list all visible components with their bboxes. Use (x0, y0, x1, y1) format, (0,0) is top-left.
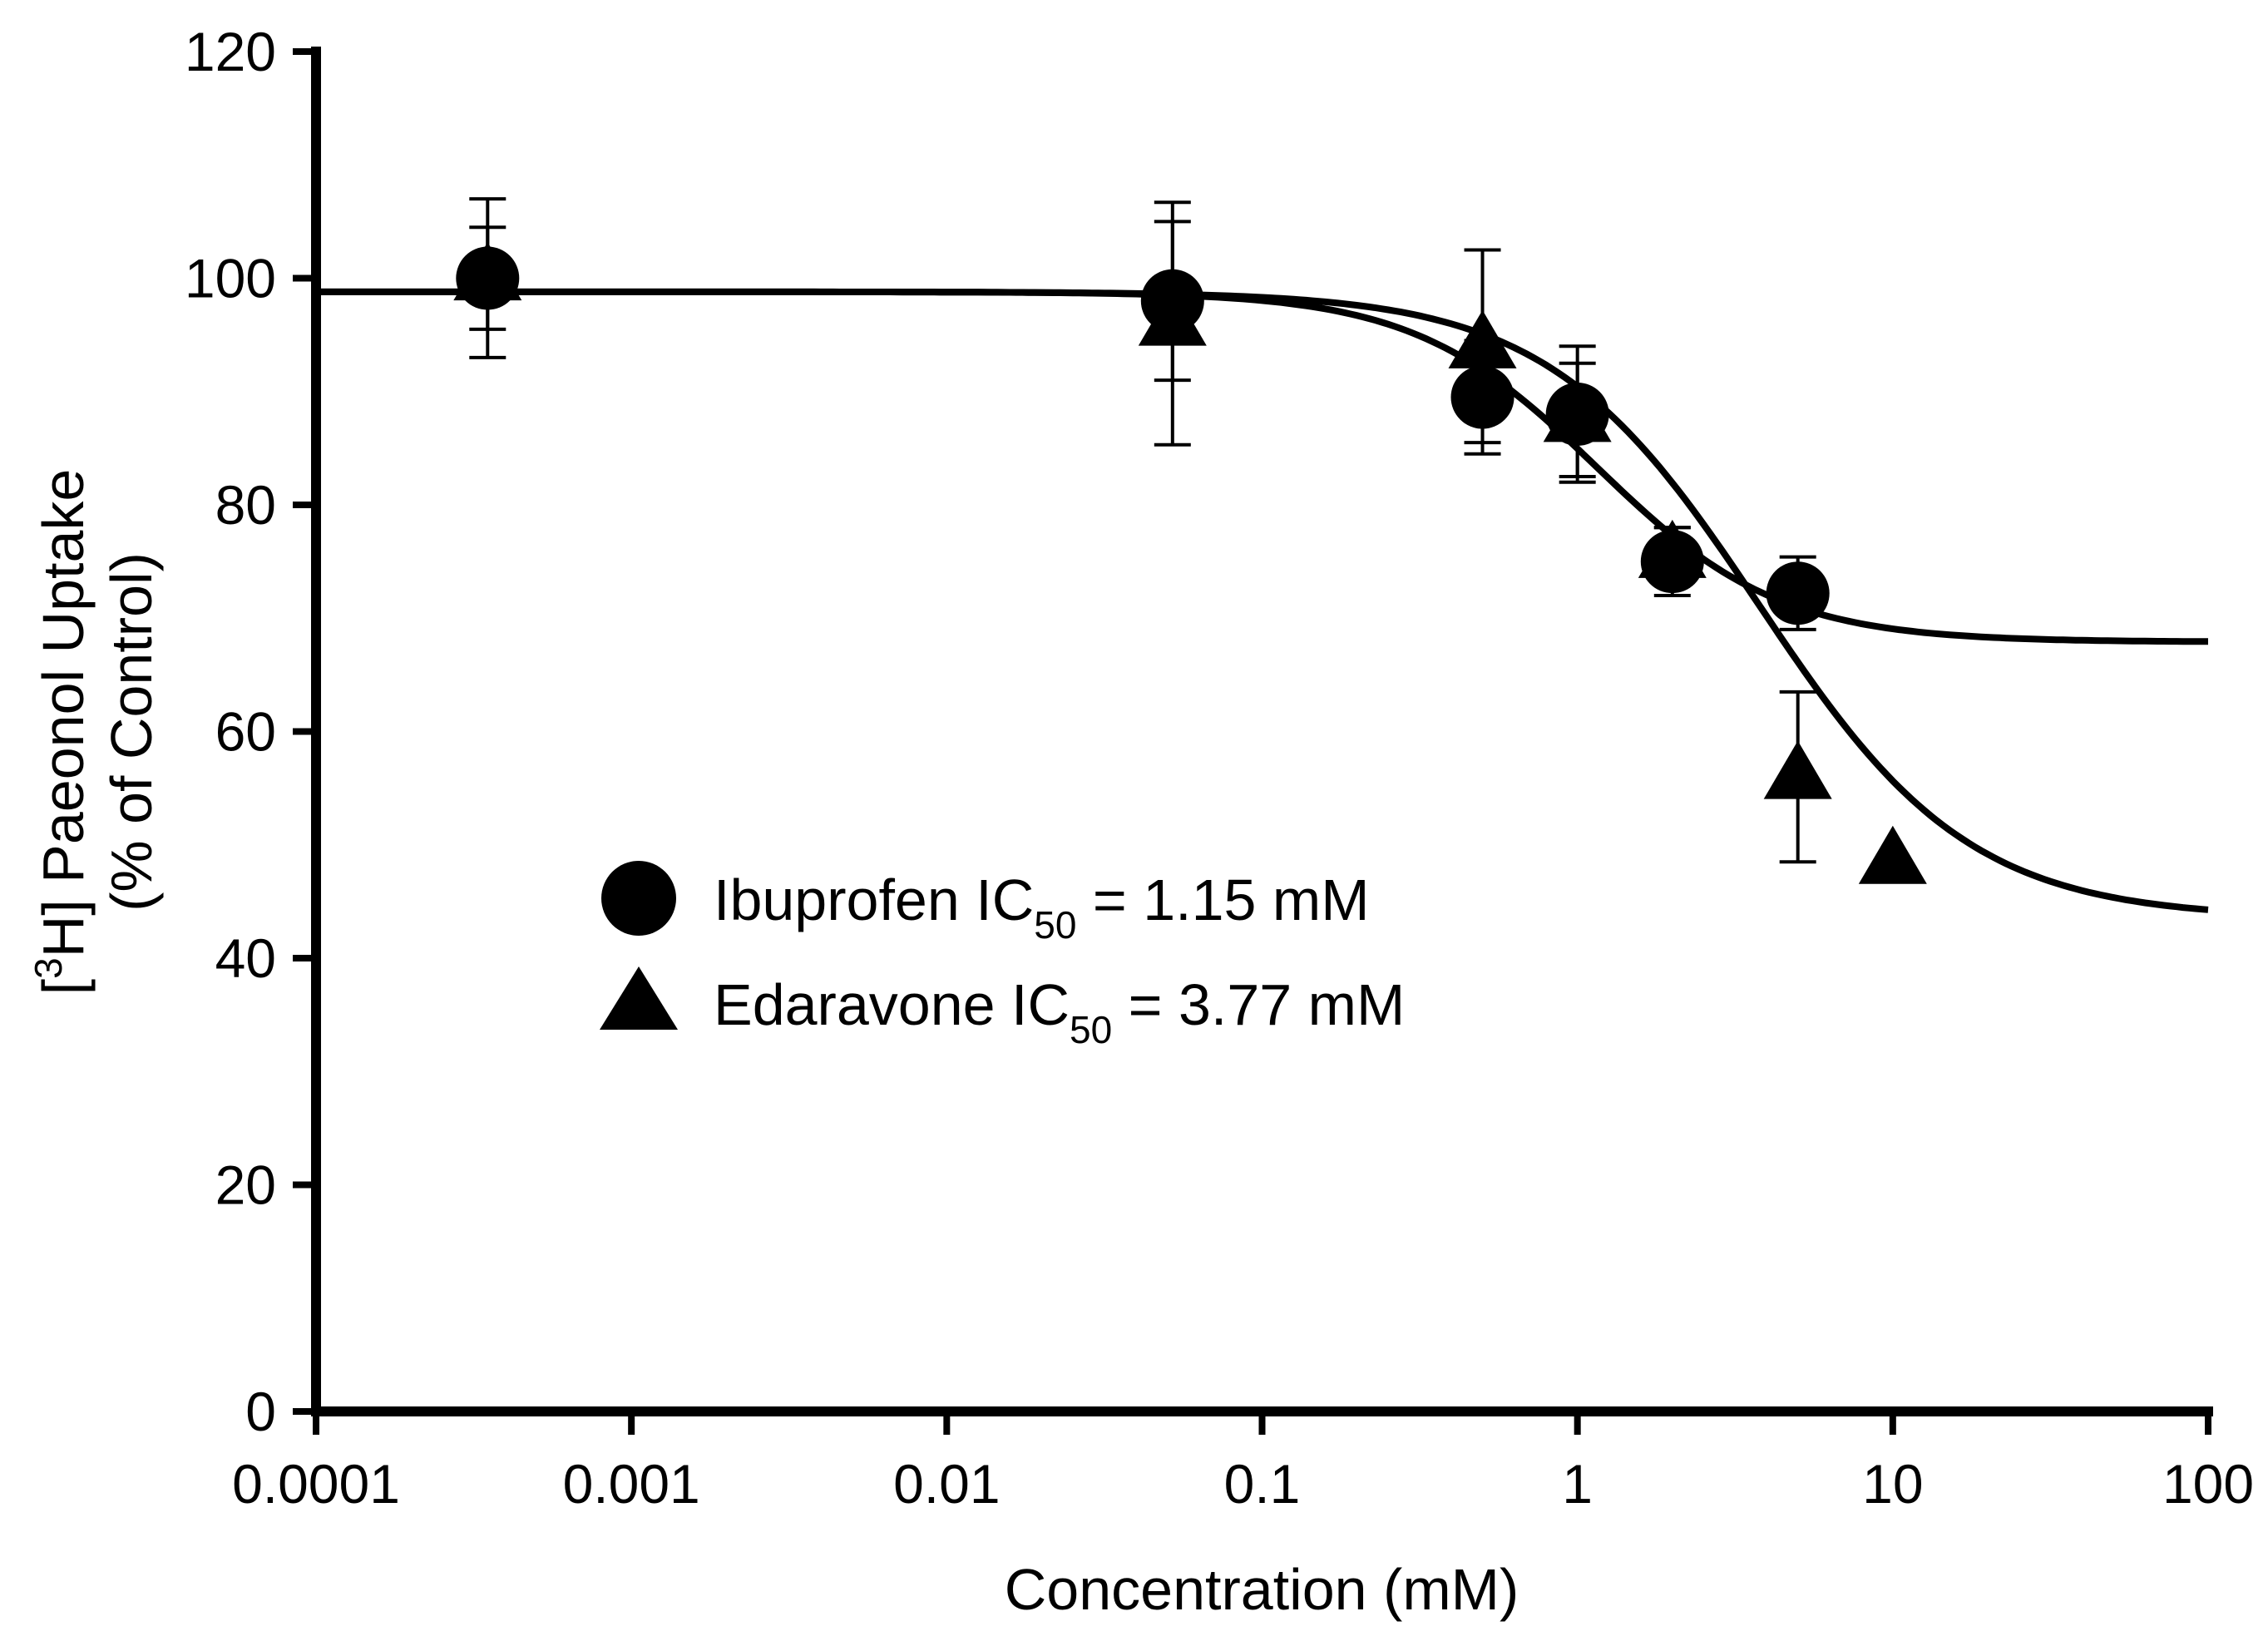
data-point-ibuprofen (1545, 383, 1609, 446)
y-tick-label: 40 (215, 927, 276, 989)
data-point-ibuprofen (456, 246, 520, 310)
x-axis-ticks: 0.0001 0.001 0.01 0.1 1 10 100 (232, 1411, 2254, 1515)
x-tick-label: 1 (1562, 1453, 1593, 1515)
y-axis-label-rest: H] Paeonol Uptake (31, 469, 96, 958)
y-axis-label: [3H] Paeonol Uptake (% of Control) (27, 469, 164, 996)
y-axis-label-line2: (% of Control) (99, 552, 164, 912)
data-point-ibuprofen (1140, 269, 1204, 333)
y-tick-label: 120 (185, 21, 276, 82)
y-tick-label: 100 (185, 248, 276, 309)
y-tick-label: 0 (245, 1381, 276, 1442)
y-axis-label-bracket: [ (31, 979, 96, 995)
data-markers (453, 242, 1927, 884)
y-axis-ticks: 0 20 40 60 80 100 120 (185, 21, 316, 1442)
y-tick-label: 60 (215, 701, 276, 763)
legend: Ibuprofen IC50 = 1.15 mM Edaravone IC50 … (600, 861, 1405, 1051)
y-tick-label: 20 (215, 1154, 276, 1216)
data-point-edaravone (1763, 740, 1832, 799)
x-tick-label: 0.01 (893, 1453, 1000, 1515)
data-point-ibuprofen (1766, 561, 1830, 625)
data-point-edaravone (1858, 825, 1927, 884)
y-tick-label: 80 (215, 474, 276, 536)
data-point-edaravone (1448, 309, 1517, 368)
legend-label-ibuprofen: Ibuprofen IC50 = 1.15 mM (714, 867, 1370, 947)
x-tick-label: 0.1 (1224, 1453, 1301, 1515)
legend-label-edaravone: Edaravone IC50 = 3.77 mM (714, 972, 1405, 1051)
legend-triangle-marker (600, 966, 678, 1030)
legend-item-edaravone: Edaravone IC50 = 3.77 mM (600, 966, 1405, 1051)
y-axis-label-line1: [3H] Paeonol Uptake (27, 469, 96, 996)
legend-item-ibuprofen: Ibuprofen IC50 = 1.15 mM (601, 861, 1370, 947)
y-axis-label-sup: 3 (27, 957, 70, 979)
x-tick-label: 0.001 (563, 1453, 700, 1515)
data-point-ibuprofen (1450, 365, 1514, 429)
x-tick-label: 0.0001 (232, 1453, 400, 1515)
fit-curves (316, 288, 2209, 913)
x-tick-label: 100 (2162, 1453, 2254, 1515)
x-tick-label: 10 (1862, 1453, 1923, 1515)
data-point-ibuprofen (1640, 530, 1704, 594)
x-axis-label: Concentration (mM) (1005, 1557, 1519, 1622)
legend-circle-marker (601, 861, 676, 936)
fit-curve-edaravone (316, 288, 2209, 913)
